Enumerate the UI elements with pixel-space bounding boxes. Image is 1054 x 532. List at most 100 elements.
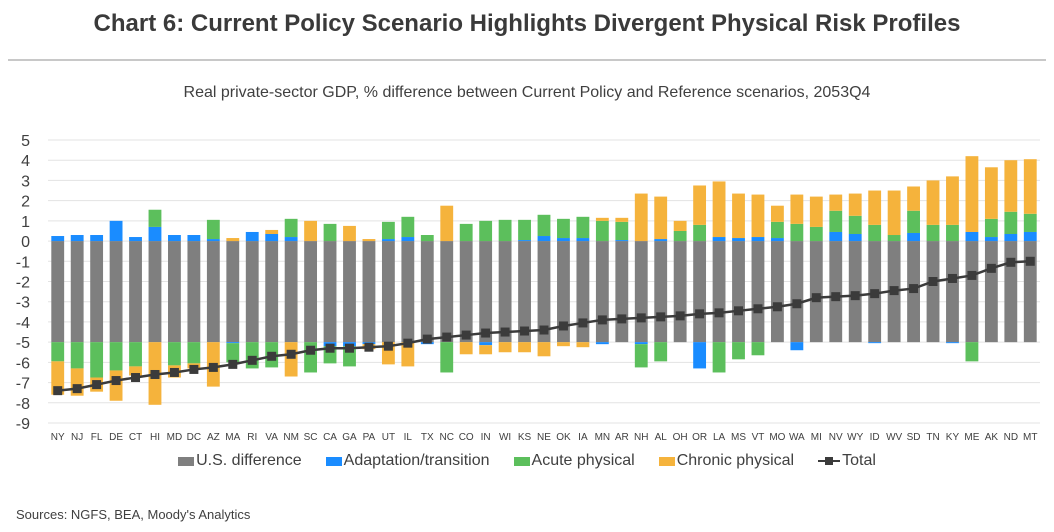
bar-acute [984, 218, 998, 238]
bar-chronic [790, 194, 804, 224]
total-marker [734, 306, 744, 316]
x-tick-label: WA [789, 432, 805, 443]
total-marker [442, 332, 452, 342]
bar-chronic [129, 366, 142, 376]
bar-adaptation [148, 226, 162, 242]
bar-chronic [557, 342, 570, 347]
bar-us-difference [51, 241, 65, 343]
x-tick-label: IL [404, 432, 413, 443]
bar-acute [595, 220, 609, 242]
total-marker [617, 314, 627, 324]
bar-acute [206, 219, 220, 240]
x-tick-label: MN [595, 432, 611, 443]
total-marker [714, 308, 724, 318]
bar-acute [751, 342, 765, 356]
total-marker [850, 291, 860, 301]
bar-chronic [615, 217, 629, 222]
bar-chronic [887, 190, 901, 236]
bar-acute [148, 209, 162, 227]
total-marker [325, 343, 335, 353]
legend-swatch-us-difference [178, 456, 195, 466]
bar-acute [479, 220, 493, 242]
x-tick-label: MI [811, 432, 822, 443]
bar-acute [887, 235, 901, 242]
bar-adaptation [965, 231, 979, 242]
bar-us-difference [226, 241, 240, 343]
bar-adaptation [595, 342, 609, 345]
bar-chronic [440, 205, 454, 242]
legend-swatch-acute [513, 456, 530, 466]
x-tick-label: KY [946, 432, 960, 443]
total-marker [889, 286, 899, 296]
bar-acute [109, 342, 123, 371]
bar-chronic [459, 342, 473, 355]
total-marker [539, 325, 549, 335]
legend-label: Acute physical [531, 452, 635, 469]
bar-us-difference [479, 241, 493, 343]
total-marker [72, 384, 82, 394]
x-tick-label: NC [440, 432, 454, 443]
legend: U.S. difference Adaptation/transition Ac… [0, 452, 1054, 470]
total-marker [53, 386, 63, 396]
bar-us-difference [946, 241, 959, 343]
bar-adaptation [770, 238, 784, 242]
x-tick-label: MT [1023, 432, 1037, 443]
x-tick-label: VT [752, 432, 765, 443]
bar-us-difference [712, 241, 726, 343]
bar-acute [965, 342, 979, 362]
bar-chronic [868, 190, 882, 225]
bar-chronic [518, 342, 531, 353]
bar-us-difference [984, 241, 998, 343]
x-tick-label: OK [556, 432, 571, 443]
legend-item-total: Total [818, 452, 876, 470]
x-tick-label: MD [167, 432, 183, 443]
bar-acute [459, 223, 473, 242]
bar-acute [129, 342, 142, 367]
y-axis-ticks: 5 4 3 2 1 0 -1 -2 -3 -4 -5 -6 -7 -8 -9 [16, 133, 30, 433]
total-marker [422, 334, 432, 344]
y-tick-label: -6 [16, 355, 30, 372]
total-marker [656, 312, 666, 322]
x-tick-label: GA [342, 432, 357, 443]
bar-adaptation [829, 231, 843, 242]
bar-us-difference [168, 241, 181, 343]
total-marker [753, 304, 763, 314]
bar-adaptation [557, 238, 570, 242]
title-divider [8, 59, 1046, 61]
bar-chronic [712, 181, 726, 238]
bar-adaptation [848, 233, 862, 242]
bar-adaptation [479, 342, 493, 346]
bar-us-difference [576, 241, 590, 343]
bar-chronic [907, 186, 920, 211]
y-tick-label: 5 [21, 133, 30, 150]
bar-us-difference [90, 241, 104, 343]
bar-us-difference [440, 241, 454, 343]
x-tick-label: NJ [71, 432, 83, 443]
y-tick-label: 1 [21, 214, 30, 231]
x-tick-label: TX [421, 432, 434, 443]
total-marker [228, 359, 238, 369]
bar-us-difference [732, 241, 745, 343]
total-marker [403, 338, 413, 348]
x-tick-label: VA [265, 432, 278, 443]
bar-chronic [732, 193, 745, 239]
x-tick-label: DC [187, 432, 201, 443]
x-tick-label: KS [518, 432, 532, 443]
bar-adaptation [226, 342, 240, 344]
legend-label: U.S. difference [196, 452, 302, 469]
x-tick-label: NE [537, 432, 551, 443]
bar-adaptation [206, 239, 220, 242]
bar-adaptation [70, 235, 84, 242]
bar-acute [693, 224, 707, 242]
total-marker [792, 299, 802, 309]
bar-acute [654, 342, 668, 362]
x-tick-label: WI [499, 432, 511, 443]
bar-acute [615, 221, 629, 241]
chart-subtitle: Real private-sector GDP, % difference be… [183, 84, 871, 101]
legend-swatch-chronic [658, 456, 675, 466]
bar-adaptation [245, 231, 259, 242]
bar-adaptation [381, 239, 395, 242]
bar-chronic [1023, 159, 1037, 214]
bar-acute [634, 344, 648, 368]
x-tick-label: UT [382, 432, 395, 443]
